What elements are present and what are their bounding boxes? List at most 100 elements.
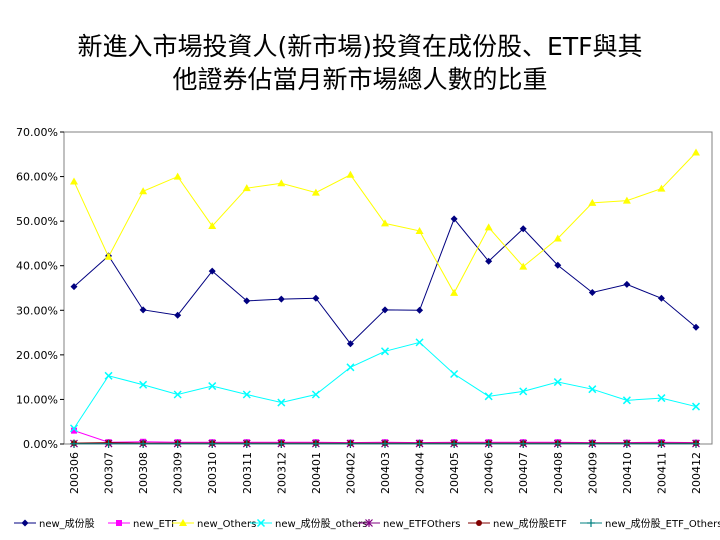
data-point [657, 294, 665, 302]
data-point [381, 306, 389, 314]
data-point [381, 439, 389, 448]
legend-marker [179, 519, 187, 526]
y-tick-label: 20.00% [16, 349, 58, 362]
y-tick-label: 0.00% [23, 438, 58, 451]
data-point [242, 184, 251, 192]
y-tick-label: 60.00% [16, 171, 58, 184]
data-point [692, 323, 700, 331]
data-point [485, 257, 493, 265]
data-point [139, 187, 148, 195]
data-point [70, 177, 78, 185]
legend-marker [256, 518, 266, 528]
data-point [657, 394, 666, 403]
series-line [73, 217, 697, 345]
legend-item: new_ETFOthers [358, 519, 460, 530]
data-point [657, 439, 666, 448]
x-tick-label: 200309 [172, 452, 185, 494]
data-point [173, 439, 182, 448]
legend-marker [21, 519, 29, 527]
data-point [174, 311, 182, 319]
x-tick-label: 200408 [552, 452, 565, 494]
y-tick-label: 10.00% [16, 393, 58, 406]
data-point [311, 390, 320, 399]
legend-item: new_Others [172, 519, 256, 530]
data-point [312, 294, 320, 302]
data-point [692, 148, 700, 156]
legend-marker [365, 519, 373, 527]
data-point [622, 439, 631, 448]
data-point [173, 172, 182, 180]
data-point [484, 223, 493, 231]
chart-title-line2: 他證券佔當月新市場總人數的比重 [172, 65, 548, 94]
data-point [588, 198, 597, 206]
data-point [208, 382, 217, 391]
data-point [346, 340, 354, 348]
data-point [416, 306, 424, 314]
x-tick-label: 200406 [483, 452, 496, 494]
data-point [173, 390, 182, 399]
legend-marker [116, 520, 122, 526]
x-tick-label: 200401 [310, 452, 323, 494]
data-point [657, 184, 666, 192]
data-point [588, 288, 596, 296]
legend-item: new_成份股_ETF_Others [580, 518, 720, 530]
x-tick-label: 200312 [275, 452, 288, 494]
x-tick-label: 200307 [103, 452, 116, 494]
legend-label: new_成份股_ETF_Others [605, 518, 720, 530]
data-point [208, 267, 216, 275]
legend-label: new_Others [197, 519, 256, 530]
chart-title-line1: 新進入市場投資人(新市場)投資在成份股、ETF與其 [77, 32, 643, 61]
series-7 [70, 439, 700, 448]
data-point [104, 252, 113, 260]
data-point [484, 439, 493, 448]
data-point [692, 439, 700, 448]
series-1 [70, 215, 700, 348]
data-point [346, 363, 355, 372]
legend-label: new_ETFOthers [383, 519, 460, 530]
x-tick-label: 200407 [517, 452, 530, 494]
chart-title: 新進入市場投資人(新市場)投資在成份股、ETF與其 他證券佔當月新市場總人數的比… [0, 30, 720, 96]
data-point [553, 234, 562, 242]
data-point [277, 398, 286, 407]
data-point [311, 439, 320, 448]
data-point [242, 439, 251, 448]
data-point [104, 371, 113, 380]
x-tick-label: 200308 [137, 452, 150, 494]
data-point [553, 439, 562, 448]
data-point [70, 439, 78, 448]
data-point [554, 261, 562, 269]
y-tick-label: 50.00% [16, 215, 58, 228]
data-point [450, 215, 458, 223]
data-point [691, 402, 701, 411]
data-point [553, 378, 562, 387]
data-point [70, 283, 78, 291]
data-point [346, 439, 355, 448]
series-4 [69, 338, 701, 433]
plot-area [63, 131, 713, 445]
x-tick-label: 200405 [448, 452, 461, 494]
x-tick-label: 200412 [690, 452, 703, 494]
data-point [277, 439, 286, 448]
series-group [69, 148, 701, 448]
data-point [415, 226, 424, 234]
x-tick-label: 200306 [68, 452, 81, 494]
data-point [622, 196, 631, 204]
data-point [450, 439, 459, 448]
data-point [622, 396, 631, 405]
data-point [450, 369, 459, 379]
legend-item: new_ETF [108, 519, 177, 530]
legend-label: new_成份股 [39, 518, 95, 530]
data-point [243, 297, 251, 305]
legend: new_成份股 new_ETF new_Others new_成份股_others ne… [14, 518, 720, 530]
series-3 [70, 148, 700, 296]
y-tick-label: 30.00% [16, 304, 58, 317]
legend-label: new_成份股_others [275, 518, 368, 530]
legend-item: new_成份股ETF [468, 518, 567, 530]
data-point [519, 439, 528, 448]
x-tick-label: 200411 [655, 452, 668, 494]
legend-item: new_成份股 [14, 518, 95, 530]
data-point [623, 280, 631, 288]
data-point [139, 380, 148, 389]
data-point [277, 179, 286, 187]
